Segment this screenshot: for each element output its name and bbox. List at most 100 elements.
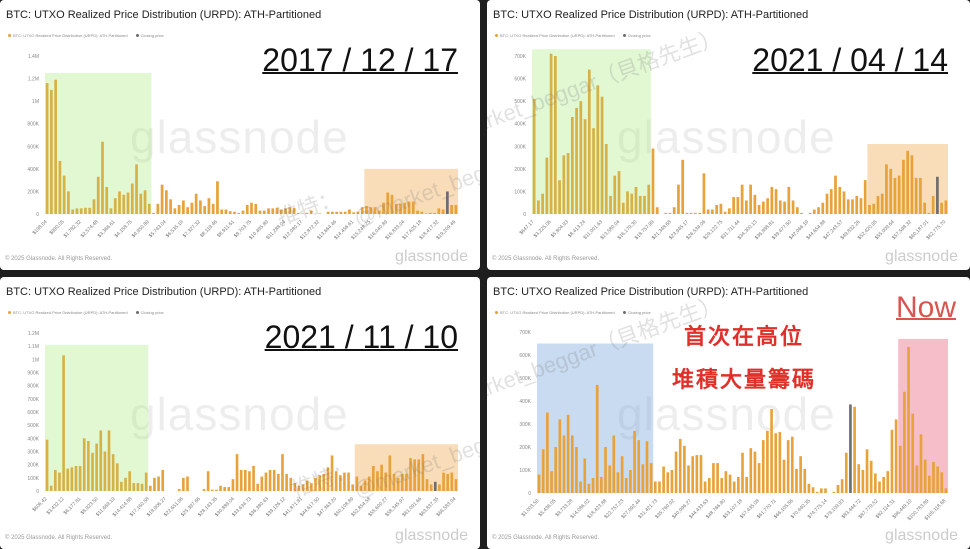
bar	[126, 192, 130, 214]
bar	[450, 204, 453, 214]
bar	[120, 481, 123, 491]
bar	[629, 470, 632, 493]
y-tick-label: 300K	[519, 422, 531, 428]
legend-item[interactable]: BTC: UTXO Realized Price Distribution (U…	[495, 33, 615, 38]
bar	[326, 211, 330, 214]
bar	[787, 186, 791, 214]
legend-marker-icon	[135, 34, 139, 38]
bar	[766, 198, 769, 214]
bar	[566, 153, 570, 214]
legend-item[interactable]: Closing price	[135, 310, 164, 315]
bar	[936, 466, 939, 493]
highlight-region-red	[898, 338, 948, 493]
bar	[720, 478, 724, 493]
bar	[277, 473, 280, 491]
bar	[62, 355, 65, 491]
bar	[254, 203, 258, 214]
bar	[92, 199, 96, 214]
bar	[190, 202, 194, 214]
y-tick-label: 1M	[32, 99, 39, 105]
bar	[799, 456, 802, 493]
bar	[101, 141, 104, 214]
bar	[838, 186, 842, 214]
bar	[649, 463, 653, 493]
bar	[706, 209, 710, 214]
bar	[600, 96, 604, 214]
bar	[223, 487, 226, 491]
legend-item[interactable]: Closing price	[622, 33, 651, 38]
y-tick-label: 300K	[514, 144, 526, 150]
bar	[292, 207, 296, 214]
bar	[579, 101, 583, 214]
highlight-region-orange	[364, 168, 458, 214]
legend-item[interactable]: Closing price	[135, 33, 164, 38]
legend-item[interactable]: BTC: UTXO Realized Price Distribution (U…	[8, 33, 128, 38]
bar	[394, 203, 398, 214]
bar	[438, 484, 441, 491]
bar	[595, 384, 599, 493]
bar	[54, 79, 58, 214]
y-tick-label: 1.4M	[28, 54, 39, 60]
legend-item[interactable]: Closing price	[622, 310, 651, 315]
bar	[392, 473, 396, 491]
copyright: © 2025 Glassnode. All Rights Reserved.	[492, 535, 600, 541]
bar	[203, 206, 207, 214]
bar	[664, 212, 668, 214]
bar	[50, 89, 53, 214]
bar	[228, 211, 232, 214]
bar	[224, 209, 228, 214]
bar	[851, 199, 854, 214]
bar	[454, 479, 458, 491]
legend-label: BTC: UTXO Realized Price Distribution (U…	[500, 33, 615, 38]
bar	[579, 481, 582, 493]
bar	[532, 98, 536, 214]
bar	[817, 207, 820, 214]
bar	[367, 476, 371, 491]
copyright: © 2025 Glassnode. All Rights Reserved.	[492, 256, 600, 262]
bar	[903, 391, 906, 493]
bar	[745, 200, 748, 214]
bar	[740, 184, 744, 214]
bar	[182, 477, 185, 491]
legend-label: BTC: UTXO Realized Price Distribution (U…	[13, 310, 128, 315]
legend-marker-icon	[8, 34, 11, 38]
bar	[279, 209, 283, 214]
closing-price-bar	[936, 176, 939, 214]
bar	[314, 477, 317, 491]
bar	[161, 469, 165, 491]
bar	[267, 208, 270, 214]
bar	[932, 461, 935, 493]
bar	[737, 476, 740, 493]
bar	[923, 202, 927, 214]
bar	[347, 472, 350, 491]
bar	[305, 212, 309, 214]
bar	[670, 470, 674, 493]
bar	[433, 212, 436, 214]
legend: BTC: UTXO Realized Price Distribution (U…	[495, 310, 659, 315]
y-tick-label: 200K	[519, 445, 531, 451]
bar	[770, 186, 774, 214]
bar	[699, 455, 703, 493]
bar	[587, 483, 591, 493]
bar	[689, 212, 693, 214]
bar	[668, 212, 672, 214]
bar	[609, 195, 612, 214]
y-tick-label: 400K	[27, 436, 39, 442]
bar	[390, 194, 394, 214]
bar	[757, 463, 761, 493]
legend-item[interactable]: BTC: UTXO Realized Price Distribution (U…	[495, 310, 615, 315]
bar	[215, 489, 218, 491]
bar	[596, 85, 600, 214]
bar	[658, 481, 661, 493]
bar	[703, 481, 707, 493]
legend-item[interactable]: BTC: UTXO Realized Price Distribution (U…	[8, 310, 128, 315]
bar	[75, 208, 79, 214]
y-tick-label: 700K	[27, 397, 39, 403]
bar	[388, 455, 392, 491]
bar	[207, 198, 211, 214]
bar	[250, 202, 253, 214]
chart-panel-now: BTC: UTXO Realized Price Distribution (U…	[487, 277, 970, 549]
bar	[405, 473, 408, 491]
y-tick-label: 0	[36, 212, 39, 218]
y-tick-label: 500K	[519, 376, 531, 382]
